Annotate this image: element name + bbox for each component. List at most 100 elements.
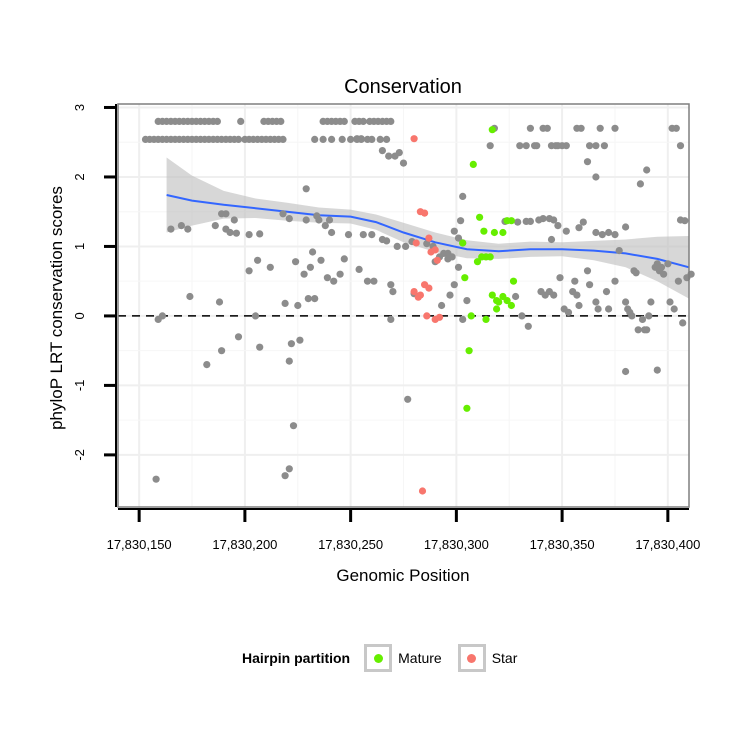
star-point xyxy=(423,312,431,320)
other-point xyxy=(522,142,530,150)
other-point xyxy=(347,135,355,143)
other-point xyxy=(256,230,264,238)
other-point xyxy=(615,247,623,255)
legend-key-mature xyxy=(364,644,393,672)
other-point xyxy=(550,216,558,224)
mature-point xyxy=(499,228,507,237)
mature-point xyxy=(493,305,501,313)
other-point xyxy=(328,228,336,237)
other-point xyxy=(285,215,293,223)
mature-point xyxy=(461,274,469,282)
other-point xyxy=(234,135,243,143)
other-point xyxy=(600,142,609,150)
other-point xyxy=(296,336,304,344)
x-tick-label: 17,830,300 xyxy=(424,537,489,552)
x-tick-label: 17,830,350 xyxy=(530,537,595,552)
other-point xyxy=(234,333,243,341)
other-point xyxy=(357,135,365,143)
other-point xyxy=(562,227,570,235)
other-point xyxy=(533,142,541,150)
other-point xyxy=(311,295,319,303)
other-point xyxy=(647,298,655,306)
y-tick-label: 0 xyxy=(72,312,87,319)
other-point xyxy=(378,147,386,155)
other-point xyxy=(319,135,327,143)
other-point xyxy=(389,288,397,296)
other-point xyxy=(306,263,314,271)
other-point xyxy=(679,319,687,327)
other-point xyxy=(586,142,594,150)
other-point xyxy=(423,240,431,248)
other-point xyxy=(634,326,642,334)
other-point xyxy=(323,274,331,282)
other-point xyxy=(592,228,600,237)
other-point xyxy=(281,299,289,307)
other-point xyxy=(154,315,162,323)
other-point xyxy=(676,142,685,150)
other-point xyxy=(657,263,666,271)
other-point xyxy=(279,135,287,143)
other-point xyxy=(611,124,619,132)
other-point xyxy=(292,258,300,266)
other-point xyxy=(547,235,556,244)
other-point xyxy=(218,347,226,355)
star-dot-icon xyxy=(467,653,477,663)
mature-point xyxy=(509,277,518,285)
legend-label-mature: Mature xyxy=(398,650,442,666)
star-point xyxy=(418,487,427,495)
y-tick-label: 3 xyxy=(72,104,87,111)
other-point xyxy=(454,263,463,271)
other-point xyxy=(317,256,325,264)
other-point xyxy=(605,228,613,237)
other-point xyxy=(605,305,613,313)
other-point xyxy=(454,234,463,242)
star-point xyxy=(433,256,441,264)
other-point xyxy=(281,472,289,480)
other-point xyxy=(670,305,678,313)
other-point xyxy=(645,312,653,320)
other-point xyxy=(638,315,647,323)
other-point xyxy=(457,217,465,225)
other-point xyxy=(402,242,410,250)
other-point xyxy=(636,180,645,188)
other-point xyxy=(383,237,391,245)
other-point xyxy=(370,277,378,285)
other-point xyxy=(218,210,226,218)
other-point xyxy=(355,265,363,273)
other-point xyxy=(256,343,264,351)
other-point xyxy=(586,281,594,289)
other-point xyxy=(583,158,592,166)
mature-point xyxy=(507,301,515,310)
mature-point xyxy=(488,126,496,134)
other-point xyxy=(594,305,602,313)
mature-point xyxy=(459,239,467,247)
other-point xyxy=(524,322,532,330)
star-point xyxy=(414,293,422,301)
other-point xyxy=(344,231,353,239)
other-point xyxy=(230,216,238,224)
other-point xyxy=(514,218,522,226)
other-point xyxy=(526,217,535,225)
other-point xyxy=(486,142,494,150)
other-point xyxy=(395,149,403,157)
other-point xyxy=(383,135,391,143)
other-point xyxy=(279,210,287,218)
other-point xyxy=(622,223,630,231)
y-tick-label: 1 xyxy=(72,243,87,250)
x-tick-label: 17,830,150 xyxy=(107,537,172,552)
other-point xyxy=(237,117,245,125)
other-point xyxy=(245,231,253,239)
other-point xyxy=(643,326,651,334)
other-point xyxy=(254,256,262,264)
other-point xyxy=(321,222,329,230)
other-point xyxy=(545,288,554,296)
other-point xyxy=(304,295,312,303)
other-point xyxy=(554,222,562,230)
other-point xyxy=(338,135,346,143)
other-point xyxy=(184,225,192,233)
other-point xyxy=(285,465,293,473)
star-point xyxy=(412,239,420,247)
other-point xyxy=(385,152,393,160)
other-point xyxy=(330,277,338,285)
mature-point xyxy=(476,213,484,221)
